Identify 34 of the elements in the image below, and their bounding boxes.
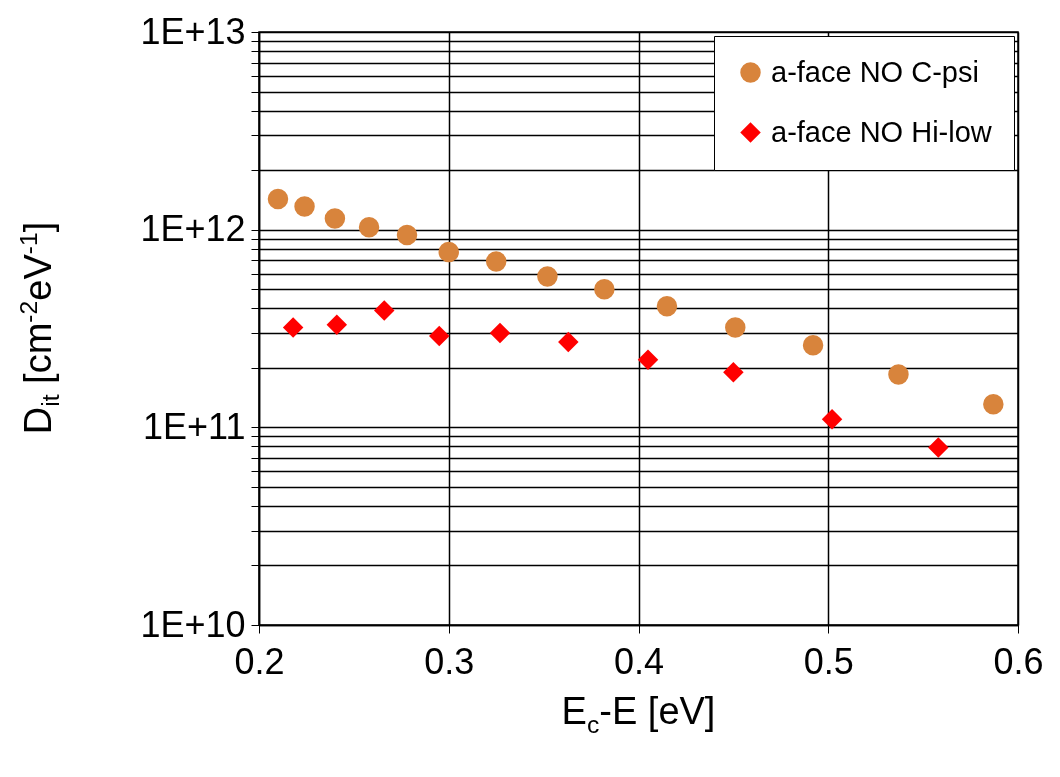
y-tick-label: 1E+12: [140, 208, 246, 250]
point: [324, 208, 346, 229]
point: [888, 364, 909, 385]
point: [558, 331, 579, 353]
point: [656, 295, 678, 317]
x-tick-label: 0.6: [993, 640, 1044, 682]
y-tick-label: 1E+13: [140, 10, 246, 52]
point: [489, 322, 511, 344]
point: [373, 300, 395, 321]
point: [594, 278, 615, 300]
point: [396, 224, 418, 246]
point: [358, 216, 380, 238]
point: [723, 361, 744, 383]
y-tick-label: 1E+11: [143, 405, 246, 447]
point: [983, 393, 1004, 415]
point: [485, 251, 507, 272]
point: [282, 317, 304, 338]
legend-label: a-face NO Hi-low: [771, 115, 993, 148]
x-tick-label: 0.3: [424, 640, 475, 682]
point: [637, 349, 659, 370]
point: [267, 188, 289, 210]
point: [438, 241, 459, 263]
point: [429, 325, 450, 347]
point: [928, 437, 949, 458]
x-tick-label: 0.4: [613, 640, 665, 682]
point: [326, 314, 348, 336]
point: [802, 335, 824, 356]
point: [537, 266, 558, 287]
point: [294, 196, 315, 217]
legend-label: a-face NO C-psi: [771, 55, 979, 88]
x-tick-label: 0.5: [803, 640, 854, 682]
point: [725, 317, 746, 338]
x-axis-title: E$_{c}$-E [eV]: [560, 690, 717, 739]
point: [821, 408, 843, 430]
